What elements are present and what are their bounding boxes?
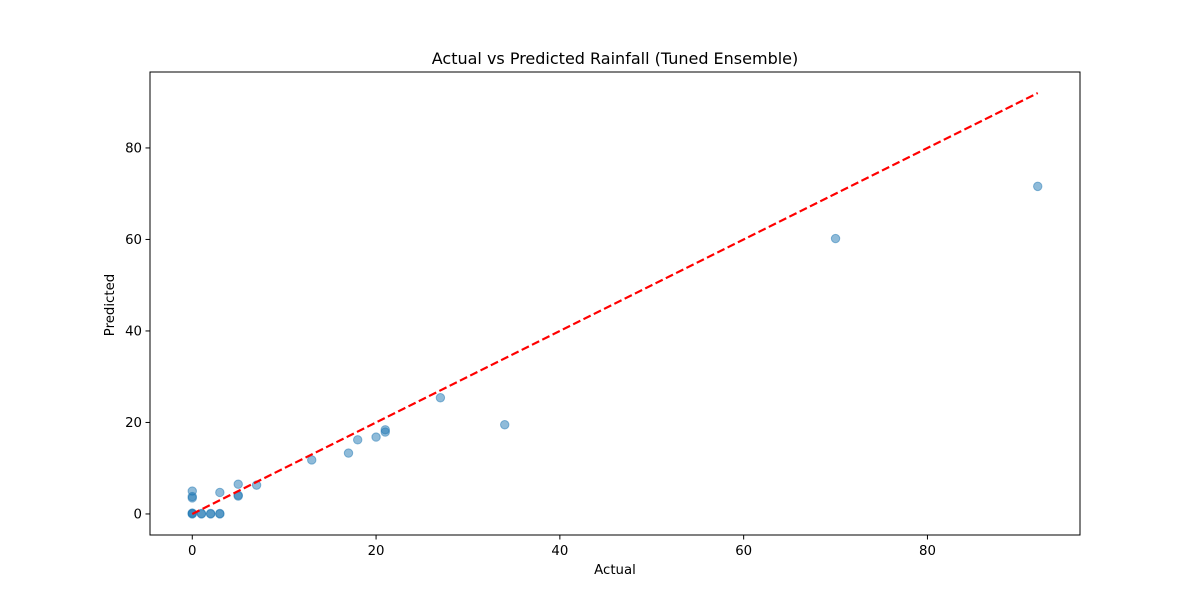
chart-title: Actual vs Predicted Rainfall (Tuned Ense… (432, 49, 799, 68)
x-tick-label: 40 (551, 544, 568, 559)
x-tick-label: 80 (919, 544, 936, 559)
y-tick-label: 40 (125, 325, 142, 340)
x-axis-label: Actual (594, 563, 636, 578)
y-tick-label: 60 (125, 233, 142, 248)
y-tick-label: 80 (125, 142, 142, 157)
data-point (500, 420, 510, 430)
x-tick-label: 0 (188, 544, 196, 559)
y-tick-label: 20 (125, 416, 142, 431)
reference-line (191, 92, 1039, 515)
data-point (830, 233, 841, 244)
plot-frame (149, 71, 1081, 536)
data-point (233, 479, 243, 489)
data-point (371, 432, 381, 442)
data-point (352, 435, 363, 445)
x-tick-label: 20 (368, 544, 385, 559)
data-point (215, 487, 225, 498)
data-point (435, 393, 446, 403)
data-point (215, 508, 225, 519)
x-tick-label: 60 (735, 544, 752, 559)
data-point (1033, 181, 1043, 192)
data-point (380, 425, 390, 435)
data-point (187, 486, 197, 496)
plot-area: 0 20 40 60 80 0 20 40 60 80 (125, 71, 1081, 559)
y-axis-label: Predicted (103, 274, 118, 336)
y-tick-label: 0 (134, 508, 142, 523)
data-point (343, 448, 354, 458)
data-point (205, 508, 216, 519)
data-point (307, 455, 317, 465)
